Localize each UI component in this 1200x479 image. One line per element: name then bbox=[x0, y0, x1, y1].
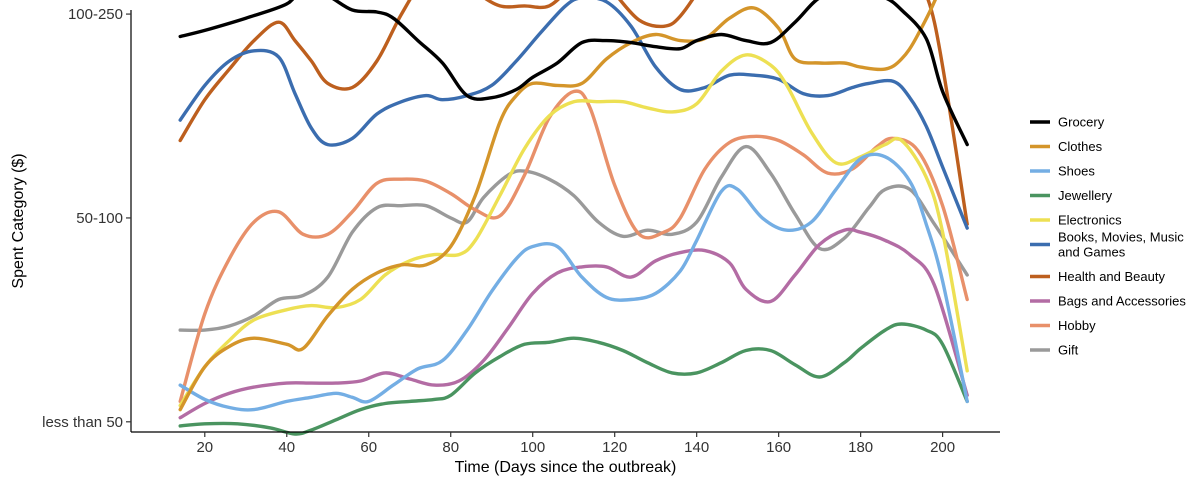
series-line-books-movies-music-and-games bbox=[178, 0, 969, 230]
legend-item-jewellery: Jewellery bbox=[1030, 188, 1113, 203]
legend-label: Electronics bbox=[1058, 213, 1122, 228]
x-tick-label: 100 bbox=[520, 439, 545, 456]
series-line-clothes bbox=[178, 0, 937, 412]
legend-label: Grocery bbox=[1058, 115, 1105, 130]
legend-label: Hobby bbox=[1058, 318, 1096, 333]
series-line-grocery bbox=[178, 0, 969, 147]
legend-item-gift: Gift bbox=[1030, 343, 1079, 358]
x-tick-label: 140 bbox=[684, 439, 709, 456]
series-line-shoes bbox=[178, 152, 969, 412]
legend-item-hobby: Hobby bbox=[1030, 318, 1096, 333]
series-line-health-and-beauty bbox=[178, 0, 969, 226]
y-axis-ticks: less than 50 50-100 100-250 bbox=[42, 6, 131, 431]
series-lines bbox=[178, 0, 969, 436]
legend-label: Jewellery bbox=[1058, 188, 1113, 203]
legend-item-health-and-beauty: Health and Beauty bbox=[1030, 269, 1165, 284]
legend-item-shoes: Shoes bbox=[1030, 164, 1095, 179]
x-tick-label: 200 bbox=[930, 439, 955, 456]
y-tick-label: 100-250 bbox=[68, 6, 123, 23]
series-line-gift bbox=[178, 144, 969, 333]
legend-item-grocery: Grocery bbox=[1030, 115, 1105, 130]
y-tick-label: 50-100 bbox=[76, 210, 123, 227]
x-tick-label: 60 bbox=[360, 439, 377, 456]
legend-label: Bags and Accessories bbox=[1058, 294, 1186, 309]
x-axis-ticks: 20 40 60 80 100 120 140 160 180 200 bbox=[196, 432, 955, 456]
series-line-electronics bbox=[178, 53, 969, 408]
legend-item-electronics: Electronics bbox=[1030, 213, 1122, 228]
series-line-hobby bbox=[178, 89, 969, 404]
y-tick-label: less than 50 bbox=[42, 414, 123, 431]
x-tick-label: 20 bbox=[196, 439, 213, 456]
legend-item-bags-and-accessories: Bags and Accessories bbox=[1030, 294, 1186, 309]
legend-item-books-movies-music-and-games: Books, Movies, Music and Games bbox=[1030, 230, 1184, 260]
legend-label: Gift bbox=[1058, 343, 1079, 358]
legend-label: Books, Movies, Music and Games bbox=[1058, 230, 1184, 260]
legend: Grocery Clothes Shoes Jewellery Electronics B… bbox=[1030, 115, 1186, 358]
legend-item-clothes: Clothes bbox=[1030, 139, 1103, 154]
series-line-jewellery bbox=[178, 322, 969, 436]
x-axis-title: Time (Days since the outbreak) bbox=[455, 459, 677, 476]
x-tick-label: 40 bbox=[278, 439, 295, 456]
legend-label: Clothes bbox=[1058, 139, 1103, 154]
legend-label: Health and Beauty bbox=[1058, 269, 1165, 284]
x-tick-label: 80 bbox=[442, 439, 459, 456]
legend-label: Shoes bbox=[1058, 164, 1095, 179]
x-tick-label: 180 bbox=[848, 439, 873, 456]
series-line-bags-and-accessories bbox=[178, 227, 969, 420]
x-tick-label: 120 bbox=[602, 439, 627, 456]
y-axis-title: Spent Category ($) bbox=[10, 153, 27, 288]
x-tick-label: 160 bbox=[766, 439, 791, 456]
